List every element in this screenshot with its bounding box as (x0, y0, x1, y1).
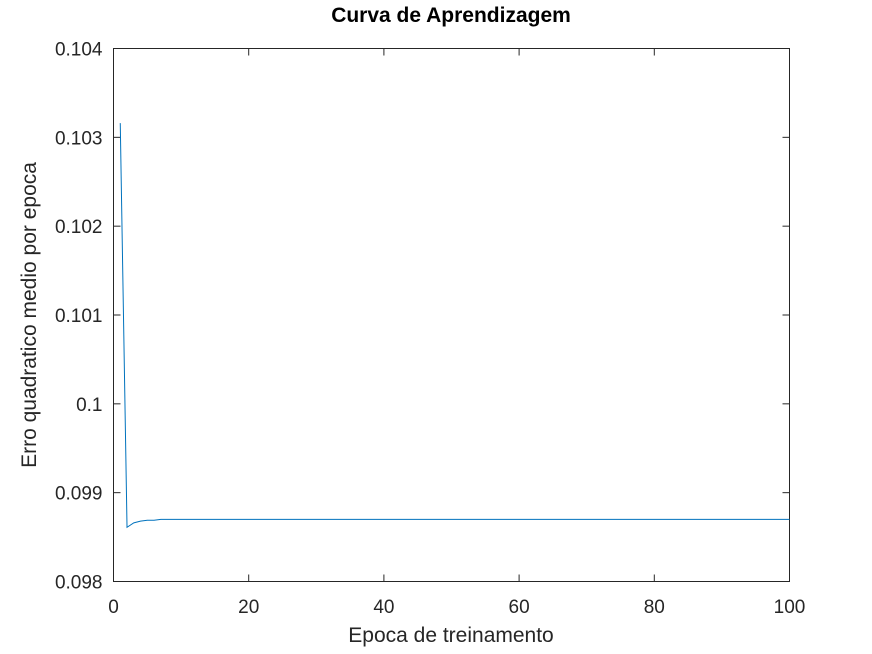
series-layer (119, 123, 790, 529)
chart-title: Curva de Aprendizagem (331, 4, 571, 27)
y-axis: 0.098 0.099 0.1 0.101 0.102 0.103 0.104 (55, 40, 790, 594)
x-axis: 0 20 40 60 80 100 (108, 48, 806, 618)
y-tick-label: 0.104 (55, 40, 103, 61)
plot-area (113, 48, 790, 582)
x-tick-label: 60 (509, 597, 530, 618)
y-tick-label: 0.1 (76, 395, 102, 416)
x-tick-label: 80 (644, 597, 665, 618)
x-axis-label: Epoca de treinamento (348, 624, 553, 647)
x-tick-label: 100 (774, 597, 806, 618)
y-tick-label: 0.099 (55, 484, 103, 505)
y-axis-label: Erro quadratico medio por epoca (18, 162, 41, 468)
y-tick-label: 0.101 (55, 306, 103, 327)
x-tick-label: 40 (373, 597, 394, 618)
x-tick-label: 0 (108, 597, 119, 618)
y-tick-label: 0.098 (55, 573, 103, 594)
series-line (119, 123, 790, 529)
y-tick-label: 0.102 (55, 217, 103, 238)
y-tick-label: 0.103 (55, 128, 103, 149)
x-tick-label: 20 (238, 597, 259, 618)
